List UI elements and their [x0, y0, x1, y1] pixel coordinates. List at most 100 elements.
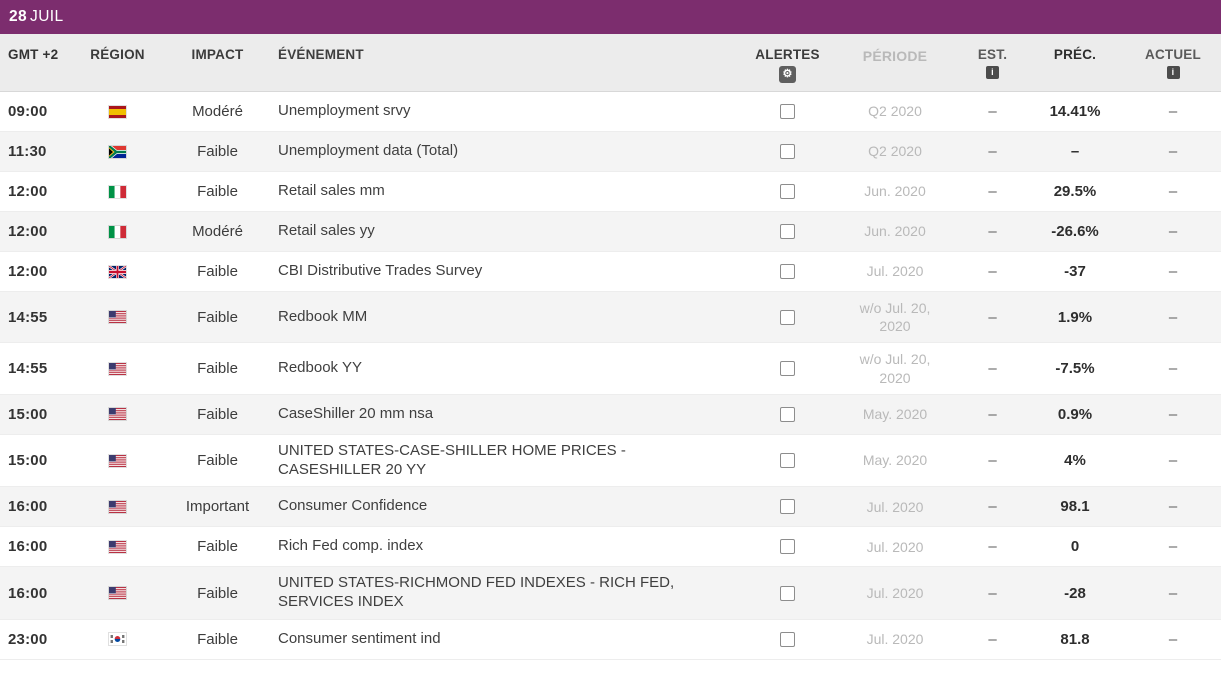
alerts-cell [745, 453, 830, 468]
impact-label: Modéré [192, 223, 243, 240]
impact-label: Faible [197, 452, 238, 469]
event-name[interactable]: Redbook YY [278, 359, 362, 377]
event-name[interactable]: UNITED STATES-RICHMOND FED INDEXES - RIC… [278, 574, 675, 610]
event-name[interactable]: Retail sales yy [278, 222, 375, 240]
impact-label: Faible [197, 630, 238, 648]
est-value: – [988, 263, 997, 280]
alerts-cell [745, 309, 830, 325]
alert-checkbox[interactable] [780, 309, 795, 325]
actual-cell: – [1125, 498, 1221, 515]
alert-checkbox[interactable] [780, 585, 795, 601]
table-row: 12:00 Faible CBI Distributive Trades Sur… [0, 252, 1221, 292]
region-cell [70, 454, 165, 467]
period-value: Jun. 2020 [864, 223, 926, 240]
prev-cell: 4% [1025, 452, 1125, 469]
actual-value: – [1168, 103, 1178, 120]
alert-checkbox[interactable] [780, 406, 795, 422]
event-cell: Rich Fed comp. index [270, 537, 745, 556]
impact-label: Faible [197, 263, 238, 280]
period-cell: Jun. 2020 [830, 182, 960, 200]
alert-checkbox[interactable] [780, 144, 795, 159]
table-row: 14:55 Faible Redbook YY w/o Jul. 20, 202… [0, 343, 1221, 395]
alert-checkbox[interactable] [780, 499, 795, 515]
col-header-prev: PRÉC. [1053, 47, 1097, 62]
event-name[interactable]: Redbook MM [278, 307, 368, 325]
flag-usa-icon [109, 587, 126, 599]
table-row: 16:00 Faible UNITED STATES-RICHMOND FED … [0, 567, 1221, 620]
est-cell: – [960, 183, 1025, 200]
prev-value: 98.1 [1060, 498, 1090, 516]
table-row: 16:00 Important Consumer Confidence Jul.… [0, 487, 1221, 528]
alerts-cell [745, 406, 830, 422]
est-value: – [988, 452, 997, 469]
region-cell [70, 500, 165, 513]
est-value: – [988, 498, 997, 516]
table-row: 14:55 Faible Redbook MM w/o Jul. 20, 202… [0, 292, 1221, 344]
actual-cell: – [1125, 631, 1221, 648]
col-header-est-label: EST. [977, 47, 1008, 62]
info-icon[interactable]: i [1166, 66, 1180, 79]
time-cell: 09:00 [0, 103, 70, 120]
col-header-alerts-label: ALERTES [755, 47, 820, 62]
time-cell: 11:30 [0, 143, 70, 160]
gear-icon[interactable]: ⚙ [779, 66, 796, 83]
alert-checkbox[interactable] [780, 453, 795, 468]
region-cell [70, 225, 165, 238]
event-name[interactable]: UNITED STATES-CASE-SHILLER HOME PRICES -… [278, 441, 626, 478]
prev-cell: -37 [1025, 263, 1125, 280]
impact-cell: Faible [165, 263, 270, 280]
est-value: – [988, 143, 997, 160]
time-cell: 12:00 [0, 263, 70, 280]
event-name[interactable]: Consumer Confidence [278, 497, 428, 515]
est-value: – [988, 223, 997, 240]
alert-checkbox[interactable] [780, 539, 795, 555]
alert-checkbox[interactable] [780, 224, 795, 239]
impact-label: Faible [197, 183, 238, 200]
est-value: – [988, 103, 997, 120]
event-name[interactable]: CaseShiller 20 mm nsa [278, 404, 434, 422]
event-name[interactable]: CBI Distributive Trades Survey [278, 262, 483, 280]
table-row: 15:00 Faible UNITED STATES-CASE-SHILLER … [0, 434, 1221, 488]
impact-label: Faible [197, 360, 238, 378]
actual-cell: – [1125, 309, 1221, 326]
info-glyph: i [991, 67, 994, 77]
event-name[interactable]: Unemployment data (Total) [278, 142, 459, 160]
event-cell: Retail sales yy [270, 222, 745, 241]
time-cell: 16:00 [0, 538, 70, 555]
info-icon[interactable]: i [986, 66, 999, 79]
table-row: 15:00 Faible CaseShiller 20 mm nsa May. … [0, 394, 1221, 435]
region-cell [70, 105, 165, 118]
event-name[interactable]: Rich Fed comp. index [278, 537, 424, 555]
period-value: Jul. 2020 [866, 263, 924, 280]
prev-value: 0 [1070, 538, 1080, 556]
event-name[interactable]: Unemployment srvy [278, 102, 411, 120]
actual-value: – [1168, 538, 1178, 556]
est-cell: – [960, 263, 1025, 280]
prev-value: 1.9% [1057, 308, 1093, 326]
impact-label: Modéré [192, 103, 243, 120]
table-row: 09:00 Modéré Unemployment srvy Q2 2020 –… [0, 92, 1221, 132]
alert-checkbox[interactable] [780, 361, 795, 377]
est-value: – [988, 630, 997, 648]
est-cell: – [960, 452, 1025, 469]
date-header-bar: 28 JUIL [0, 0, 1221, 34]
prev-value: -7.5% [1055, 360, 1095, 378]
col-header-impact: IMPACT [191, 47, 244, 62]
event-cell: Consumer sentiment ind [270, 630, 745, 649]
alert-checkbox[interactable] [780, 264, 795, 279]
alert-checkbox[interactable] [780, 184, 795, 199]
period-value: Q2 2020 [868, 103, 922, 120]
alert-checkbox[interactable] [780, 104, 795, 119]
alert-checkbox[interactable] [780, 631, 795, 647]
impact-label: Faible [197, 405, 238, 423]
actual-cell: – [1125, 143, 1221, 160]
period-value: Jul. 2020 [866, 498, 924, 515]
alerts-cell [745, 144, 830, 159]
event-name[interactable]: Retail sales mm [278, 182, 385, 200]
period-cell: Jul. 2020 [830, 262, 960, 280]
event-time: 09:00 [8, 103, 48, 120]
event-time: 15:00 [8, 452, 48, 469]
actual-cell: – [1125, 538, 1221, 555]
alerts-cell [745, 499, 830, 515]
event-name[interactable]: Consumer sentiment ind [278, 629, 441, 647]
